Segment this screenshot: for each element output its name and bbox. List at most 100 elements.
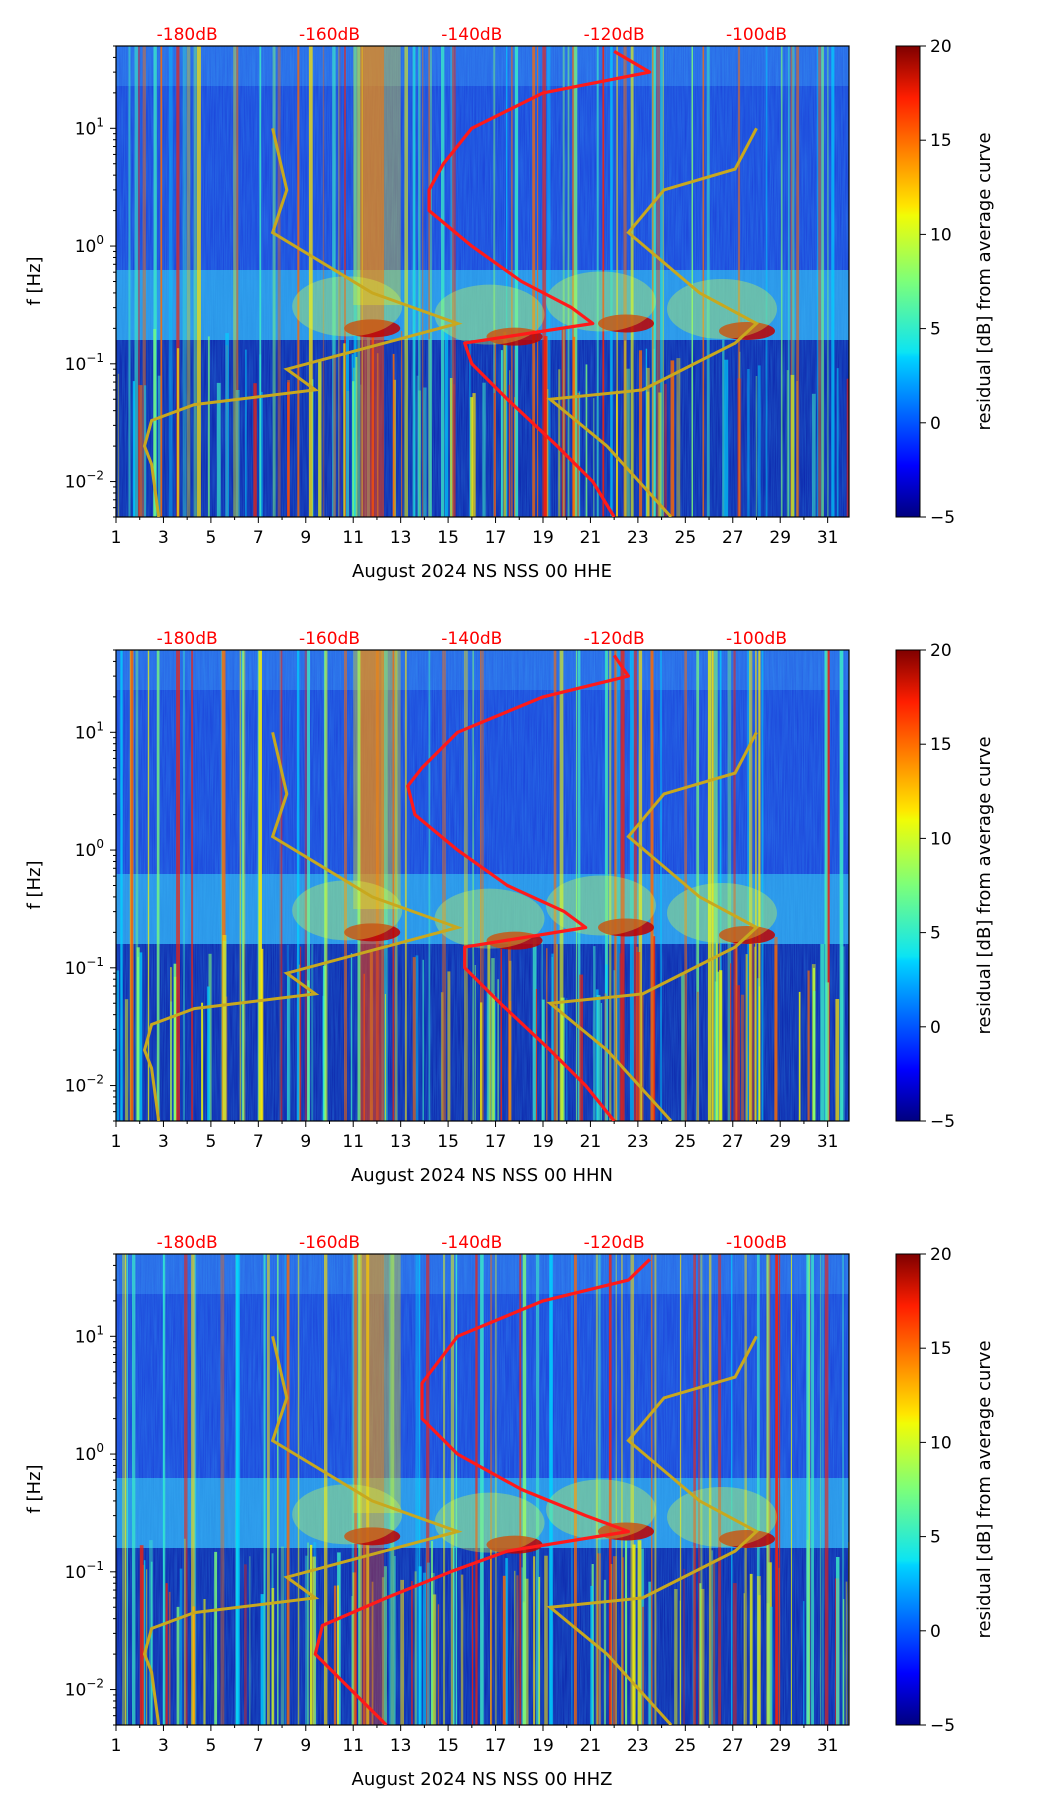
spectrogram-stripe xyxy=(811,1254,814,1725)
x-tick-label: 15 xyxy=(437,1736,459,1756)
spectrogram-stripe xyxy=(225,333,229,517)
x-tick-label: 13 xyxy=(390,528,412,548)
spectrogram-stripe xyxy=(173,963,177,1121)
spectrogram-stripe xyxy=(731,1254,733,1725)
spectrogram-stripe xyxy=(176,348,180,517)
spectrogram-stripe xyxy=(602,46,605,517)
spectrogram-stripe xyxy=(839,650,844,1121)
db-scale-labels: -180dB -160dB -140dB -120dB -100dB xyxy=(157,1233,787,1253)
spectrogram-stripe xyxy=(281,650,283,1121)
colorbar-tick-label: 15 xyxy=(930,735,952,755)
spectrogram-stripe xyxy=(404,650,407,1121)
spectrogram-stripe xyxy=(807,970,810,1121)
spectrogram-stripe xyxy=(629,650,634,1121)
spectrogram-stripe xyxy=(286,1254,290,1725)
spectrogram-stripe xyxy=(153,46,157,517)
spectrogram-hhz xyxy=(116,1254,849,1725)
x-axis-label: August 2024 NS NSS 00 HHE xyxy=(352,561,612,582)
spectrogram-stripe xyxy=(277,46,281,517)
colorbar-tick-label: 10 xyxy=(930,225,952,245)
x-tick-label: 9 xyxy=(300,528,311,548)
spectrogram-stripe xyxy=(324,650,328,1121)
spectrogram-stripe xyxy=(422,1572,427,1725)
spectrogram-stripe xyxy=(700,1254,703,1725)
spectrogram-stripe xyxy=(352,381,356,517)
spectrogram-stripe xyxy=(693,1254,696,1725)
spectrogram-stripe xyxy=(633,650,637,1121)
spectrogram-hhe xyxy=(116,46,849,517)
spectrogram-stripe xyxy=(507,939,511,1121)
db-label: -140dB xyxy=(441,629,502,649)
spectrogram-stripe xyxy=(426,1562,430,1725)
spectrogram-stripe xyxy=(486,988,490,1121)
colorbar-tick-label: 20 xyxy=(930,1245,952,1265)
db-label: -160dB xyxy=(299,629,360,649)
microseism-halo xyxy=(292,880,403,941)
spectrogram-stripe xyxy=(480,650,484,1121)
spectrogram-stripe xyxy=(578,391,581,517)
spectrogram-stripe xyxy=(681,974,685,1121)
spectrogram-stripe xyxy=(497,979,499,1121)
spectrogram-stripe xyxy=(571,1254,573,1725)
spectrogram-stripe xyxy=(651,46,656,517)
spectrogram-stripe xyxy=(691,46,693,517)
spectrogram-stripe xyxy=(630,1254,634,1725)
spectrogram-stripe xyxy=(449,378,453,517)
spectrogram-stripe xyxy=(418,46,420,517)
x-tick-label: 19 xyxy=(532,528,554,548)
colorbar-gradient xyxy=(895,1253,921,1726)
spectrogram-stripe xyxy=(546,948,548,1121)
colorbar-label: residual [dB] from average curve xyxy=(974,736,995,1034)
spectrogram-stripe xyxy=(524,1578,529,1725)
spectrogram-stripe xyxy=(428,339,432,517)
x-tick-label: 1 xyxy=(111,1736,122,1756)
spectrogram-stripe xyxy=(414,1571,417,1725)
y-tick-label: 100 xyxy=(75,1441,104,1465)
spectrogram-hotspots xyxy=(292,1254,777,1725)
spectrogram-stripe xyxy=(179,1568,183,1725)
y-axis-label: f [Hz] xyxy=(24,860,45,909)
spectrogram-stripe xyxy=(790,374,795,517)
spectrogram-hhn xyxy=(116,650,849,1121)
spectrogram-stripe xyxy=(482,382,486,517)
spectrogram-stripe xyxy=(142,46,146,517)
colorbar-label: residual [dB] from average curve xyxy=(974,132,995,430)
spectrogram-hotspots xyxy=(292,46,777,517)
spectrogram-hotspots xyxy=(292,650,777,1121)
spectrogram-stripe xyxy=(216,382,221,517)
x-tick-label: 27 xyxy=(722,528,744,548)
psd-line xyxy=(427,50,652,517)
spectrogram-stripe xyxy=(551,957,553,1121)
spectrogram-stripe xyxy=(443,1254,446,1725)
noise-model-low xyxy=(142,127,463,517)
spectrogram-stripe xyxy=(514,46,519,517)
spectrogram-stripe xyxy=(429,46,432,517)
average-psd-curve xyxy=(427,50,652,517)
spectrogram-stripe xyxy=(654,1254,657,1725)
colorbar-gradient xyxy=(895,649,921,1122)
spectrogram-stripe xyxy=(392,353,395,517)
spectrogram-stripe xyxy=(835,999,840,1121)
spectrogram-stripe xyxy=(660,46,664,517)
spectrogram-stripe xyxy=(494,1254,497,1725)
spectrogram-stripe xyxy=(220,1254,225,1725)
spectrogram-stripe xyxy=(711,650,714,1121)
spectrogram-stripe xyxy=(736,985,740,1121)
spectrogram-stripe xyxy=(803,1601,805,1725)
y-tick-label: 10−2 xyxy=(65,469,104,493)
spectrogram-stripe xyxy=(214,1551,218,1725)
spectrogram-stripe xyxy=(593,398,595,517)
spectrogram-stripe xyxy=(134,46,139,517)
spectrogram-stripe xyxy=(157,375,161,517)
spectrogram-stripe xyxy=(786,370,789,517)
x-tick-label: 9 xyxy=(300,1132,311,1152)
spectrogram-stripe xyxy=(400,1579,404,1725)
spectrogram-stripe xyxy=(203,1599,206,1725)
average-psd-curve xyxy=(406,654,631,1121)
spectrogram-stripe xyxy=(137,46,140,517)
spectrogram-stripe xyxy=(626,368,630,517)
microseism-halo xyxy=(546,875,657,936)
spectrogram-stripe xyxy=(696,650,700,1121)
colorbar-tick-label: 5 xyxy=(930,1528,941,1548)
spectrogram-stripe xyxy=(544,1555,548,1725)
